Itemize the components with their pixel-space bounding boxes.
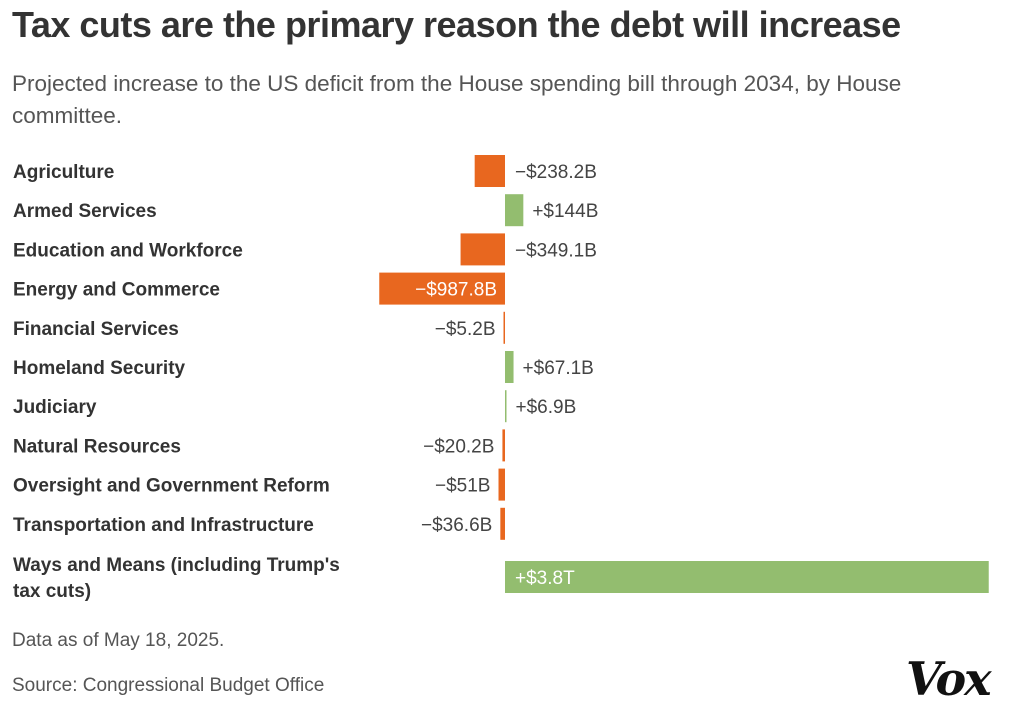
- value-label: +$3.8T: [515, 568, 575, 589]
- category-label: Oversight and Government Reform: [13, 476, 330, 497]
- category-label: Armed Services: [13, 201, 157, 222]
- category-label: Education and Workforce: [13, 240, 243, 261]
- value-label: −$238.2B: [515, 162, 597, 183]
- bar: [500, 507, 505, 540]
- value-label: −$51B: [435, 476, 490, 497]
- bar-chart: Agriculture −$238.2B Armed Services +$144B E…: [13, 155, 989, 602]
- source-note: Source: Congressional Budget Office: [12, 675, 325, 696]
- data-date-note: Data as of May 18, 2025.: [12, 630, 225, 651]
- bar: [505, 351, 514, 383]
- value-label: −$20.2B: [423, 436, 494, 457]
- category-label: Financial Services: [13, 319, 179, 340]
- value-label: −$5.2B: [435, 319, 496, 340]
- bar: [502, 429, 505, 462]
- bar: [503, 311, 505, 344]
- category-label: Natural Resources: [13, 436, 181, 457]
- value-label: +$6.9B: [516, 397, 577, 418]
- bar: [474, 155, 505, 187]
- value-label: −$987.8B: [415, 280, 497, 301]
- bar: [498, 468, 505, 501]
- category-label: Transportation and Infrastructure: [13, 515, 314, 536]
- value-label: −$349.1B: [515, 240, 597, 261]
- bar: [505, 390, 507, 423]
- chart-subtitle: Projected increase to the US deficit fro…: [12, 71, 902, 128]
- category-label: Energy and Commerce: [13, 280, 220, 301]
- category-label: Judiciary: [13, 397, 97, 418]
- bar: [460, 233, 505, 266]
- vox-logo: Vox: [906, 652, 992, 706]
- category-label: Ways and Means (including Trump's tax cut…: [13, 555, 340, 602]
- bar: [505, 561, 989, 593]
- category-label: Agriculture: [13, 162, 114, 183]
- value-label: +$67.1B: [523, 358, 594, 379]
- category-label: Homeland Security: [13, 358, 186, 379]
- value-label: −$36.6B: [421, 515, 492, 536]
- bar: [505, 194, 524, 227]
- chart-title: Tax cuts are the primary reason the debt…: [12, 4, 901, 45]
- value-label: +$144B: [532, 201, 598, 222]
- bar: [379, 272, 505, 305]
